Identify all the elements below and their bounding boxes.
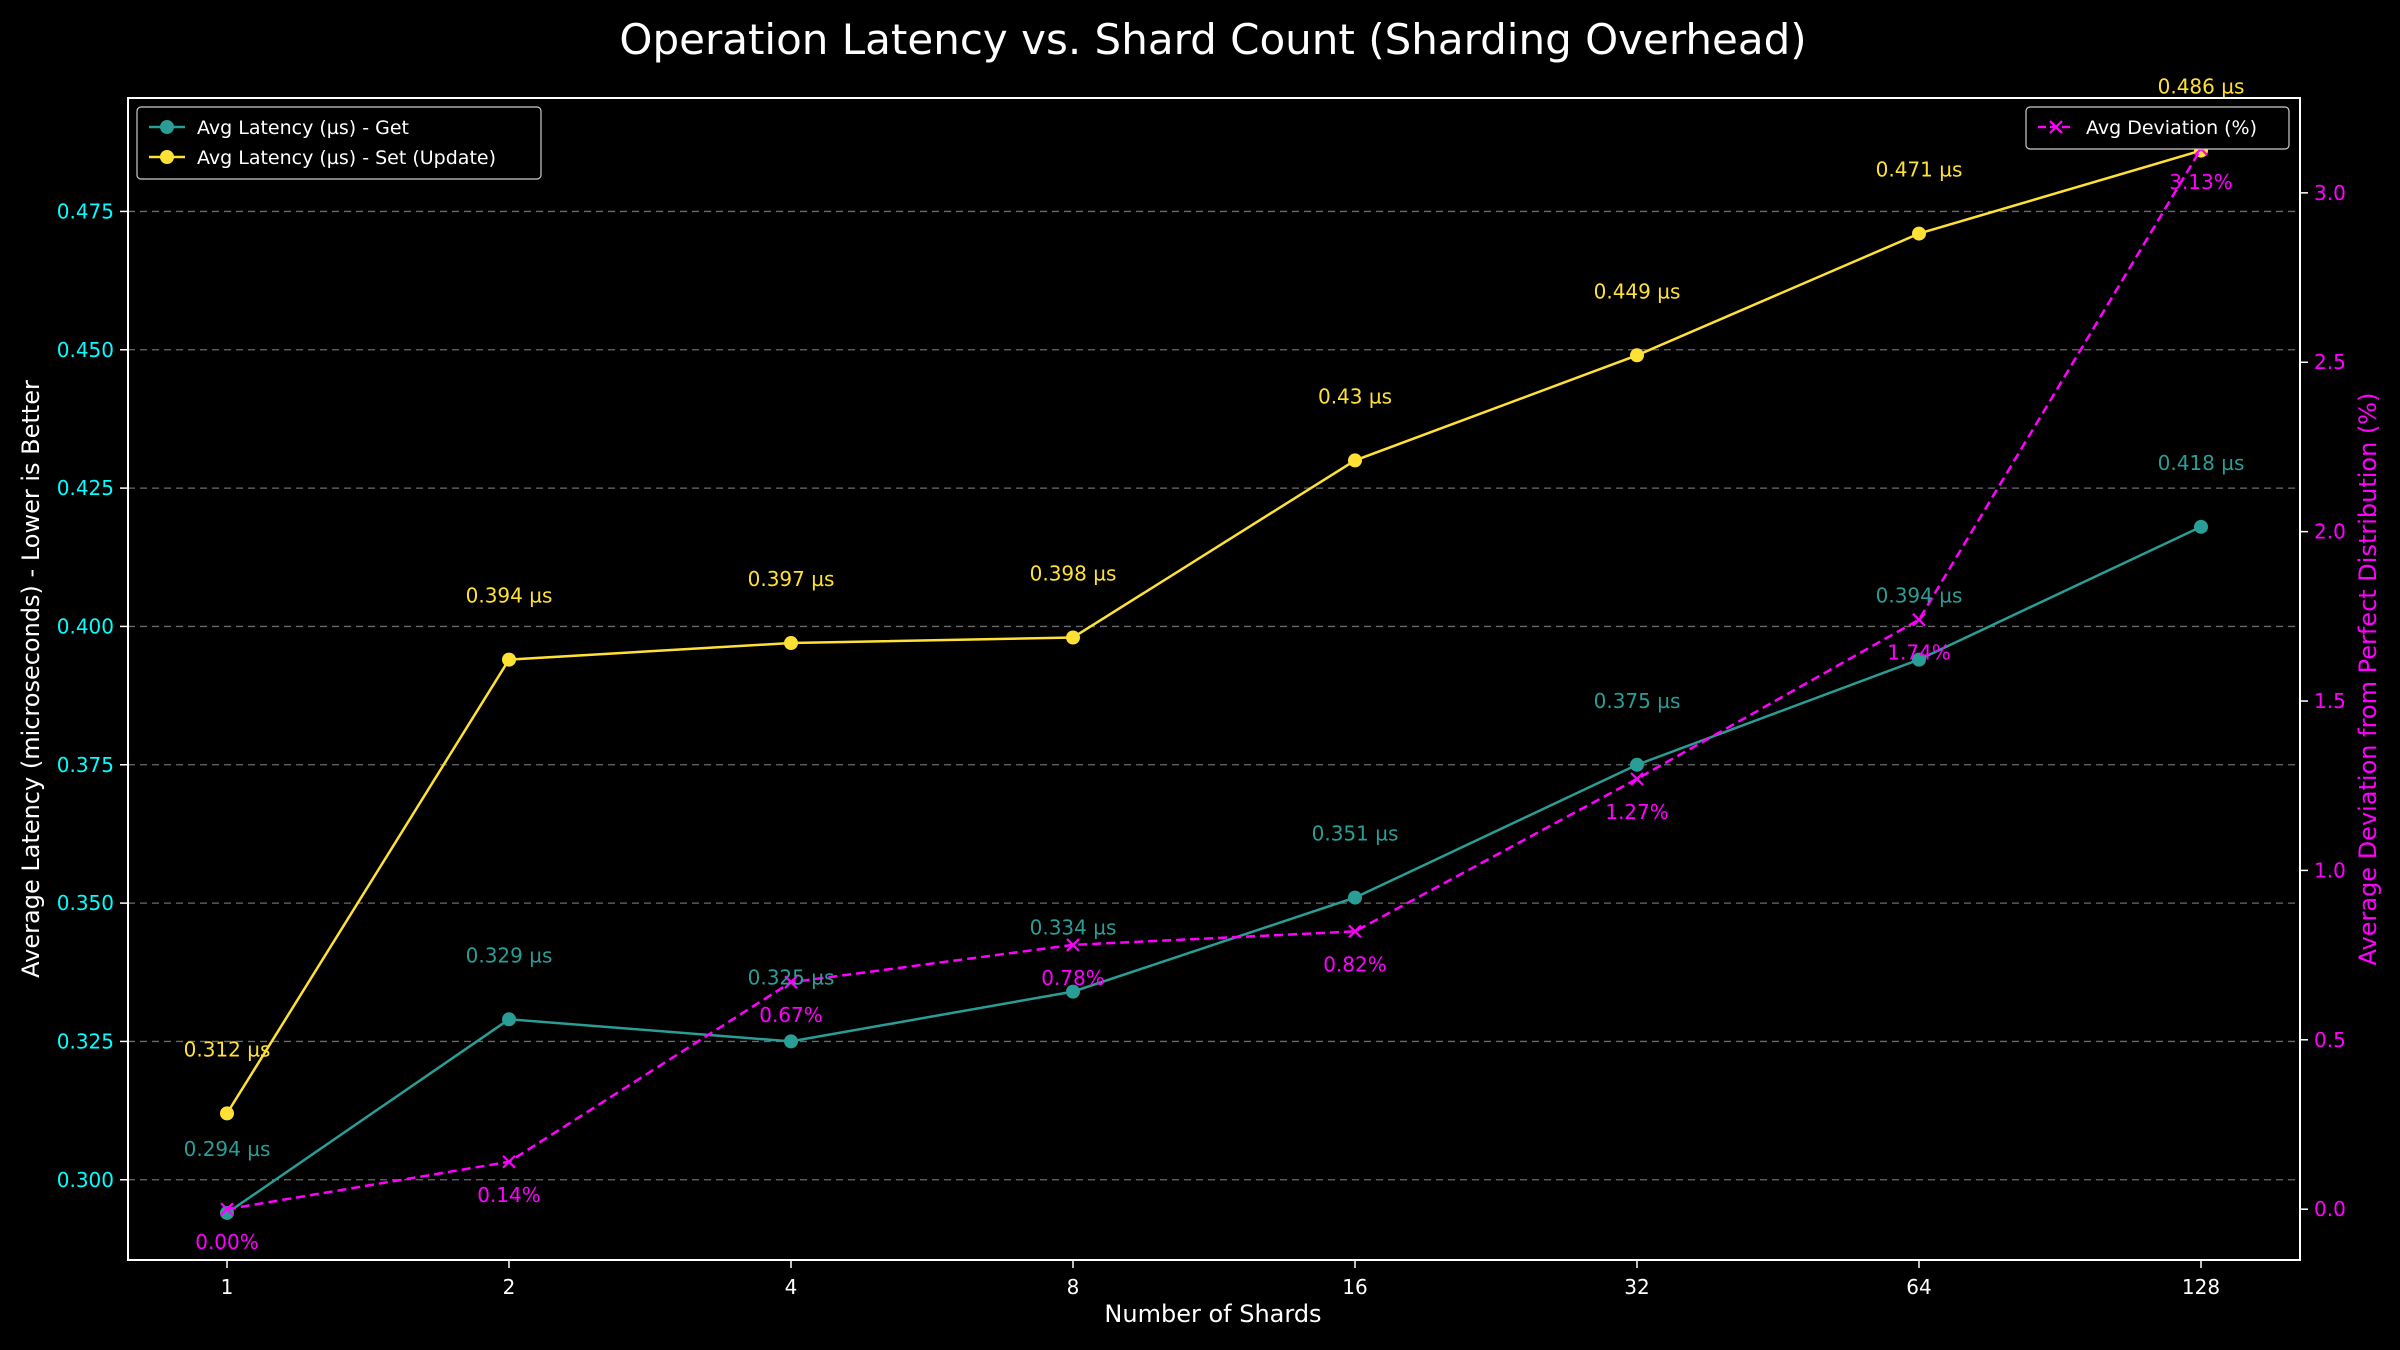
series-0-data-label: 0.375 µs [1594, 689, 1681, 713]
x-tick-label: 32 [1624, 1275, 1649, 1299]
series-2-data-label: 1.74% [1887, 641, 1951, 665]
series-2-data-label: 0.67% [759, 1003, 823, 1027]
y-right-tick-label: 0.0 [2314, 1197, 2346, 1221]
series-0-point [1348, 890, 1362, 905]
grid [128, 210, 2300, 1181]
series-2-data-label: 0.82% [1323, 952, 1387, 976]
series-2 [220, 142, 2208, 1216]
series-2-data-label: 1.27% [1605, 800, 1669, 824]
series-2-point [1912, 612, 1926, 627]
series-1-point [220, 1106, 234, 1121]
series-1-data-label: 0.394 µs [466, 584, 553, 608]
x-tick-label: 2 [503, 1275, 516, 1299]
series-2-point [2049, 120, 2063, 134]
y-axis-left-label: Average Latency (microseconds) - Lower i… [17, 380, 45, 978]
x-tick-label: 16 [1342, 1275, 1367, 1299]
series-0-point [1912, 652, 1926, 667]
series-0-data-label: 0.294 µs [184, 1137, 271, 1161]
series-2-line [226, 148, 2203, 1211]
series-0-point [160, 120, 174, 134]
series-1-point [160, 150, 174, 164]
series-0-data-label: 0.351 µs [1312, 822, 1399, 846]
y-left-tick-label: 0.325 [57, 1029, 114, 1053]
series-2-point [784, 975, 798, 989]
legend-label: Avg Deviation (%) [2086, 117, 2257, 139]
series-0-data-label: 0.394 µs [1876, 584, 1963, 608]
series-1-data-label: 0.43 µs [1318, 384, 1392, 408]
series-0-data-label: 0.418 µs [2158, 451, 2245, 475]
x-tick-label: 64 [1906, 1275, 1931, 1299]
legend-frame [136, 106, 542, 180]
series-0-point [1066, 984, 1080, 999]
series-1-data-label: 0.449 µs [1594, 279, 1681, 303]
data-labels: 0.294 µs 0.329 µs 0.325 µs 0.334 µs 0.351 µs… [184, 75, 2245, 1255]
series-0-data-label: 0.325 µs [748, 965, 835, 989]
series-2-point [220, 1202, 234, 1216]
series-1-point [1348, 453, 1362, 468]
series-1-data-label: 0.471 µs [1876, 158, 1963, 182]
series-1-point [1912, 226, 1926, 241]
x-axis-label: Number of Shards [1104, 1300, 1321, 1328]
series-0-line [226, 525, 2202, 1215]
series-1-data-label: 0.312 µs [184, 1037, 271, 1061]
x-tick-label: 128 [2182, 1275, 2220, 1299]
series-0-data-label: 0.329 µs [466, 943, 553, 967]
series-lines [220, 142, 2208, 1220]
y-left-tick-label: 0.375 [57, 753, 114, 777]
y-left-tick-label: 0.300 [57, 1168, 114, 1192]
y-right-tick-label: 2.0 [2314, 520, 2346, 544]
plot-frame [127, 97, 2301, 1261]
y-right-tick-label: 0.5 [2314, 1028, 2346, 1052]
legend-frame [2025, 106, 2290, 150]
series-1 [220, 143, 2208, 1121]
series-0-point [1630, 757, 1644, 772]
chart-title: Operation Latency vs. Shard Count (Shard… [619, 15, 1806, 64]
series-1-data-label: 0.397 µs [748, 567, 835, 591]
legend: Avg Latency (µs) - Get Avg Latency (µs) -… [136, 106, 542, 180]
x-tick-label: 1 [221, 1275, 234, 1299]
x-tick-label: 8 [1067, 1275, 1080, 1299]
series-0-point [784, 1034, 798, 1049]
series-0-point [2194, 519, 2208, 534]
series-2-point [502, 1154, 516, 1169]
series-2-data-label: 0.00% [195, 1230, 259, 1254]
legend-label: Avg Latency (µs) - Set (Update) [197, 147, 496, 169]
series-1-point [784, 636, 798, 651]
y-left-tick-label: 0.425 [57, 476, 114, 500]
legends: Avg Latency (µs) - Get Avg Latency (µs) -… [136, 106, 2290, 180]
series-1-point [1066, 630, 1080, 645]
y-right-tick-label: 3.0 [2314, 181, 2346, 205]
series-1-point [502, 652, 516, 667]
y-right-tick-label: 1.0 [2314, 858, 2346, 882]
series-0 [220, 519, 2208, 1220]
series-2-point [1630, 772, 1644, 786]
y-left-tick-label: 0.350 [57, 891, 114, 915]
series-2-data-label: 3.13% [2169, 170, 2233, 194]
axes: 0.300 0.325 0.350 0.375 0.400 0.425 0.450 0.475… [57, 181, 2346, 1299]
y-axis-right-label: Average Deviation from Perfect Distribut… [2354, 393, 2382, 966]
legend-label: Avg Latency (µs) - Get [197, 117, 409, 139]
series-0-point [502, 1012, 516, 1027]
y-right-tick-label: 1.5 [2314, 689, 2346, 713]
series-1-data-label: 0.486 µs [2158, 75, 2245, 99]
y-left-tick-label: 0.450 [57, 338, 114, 362]
y-left-tick-label: 0.400 [57, 614, 114, 638]
legend: Avg Deviation (%) [2025, 106, 2290, 150]
series-1-point [1630, 348, 1644, 363]
series-2-data-label: 0.78% [1041, 966, 1105, 990]
series-1-line [225, 149, 2202, 1115]
x-tick-label: 4 [785, 1275, 798, 1299]
series-2-point [1066, 938, 1080, 952]
series-0-data-label: 0.334 µs [1030, 916, 1117, 940]
y-right-tick-label: 2.5 [2314, 350, 2346, 374]
series-2-point [1348, 924, 1362, 939]
series-2-data-label: 0.14% [477, 1183, 541, 1207]
series-1-data-label: 0.398 µs [1030, 562, 1117, 586]
y-left-tick-label: 0.475 [57, 199, 114, 223]
